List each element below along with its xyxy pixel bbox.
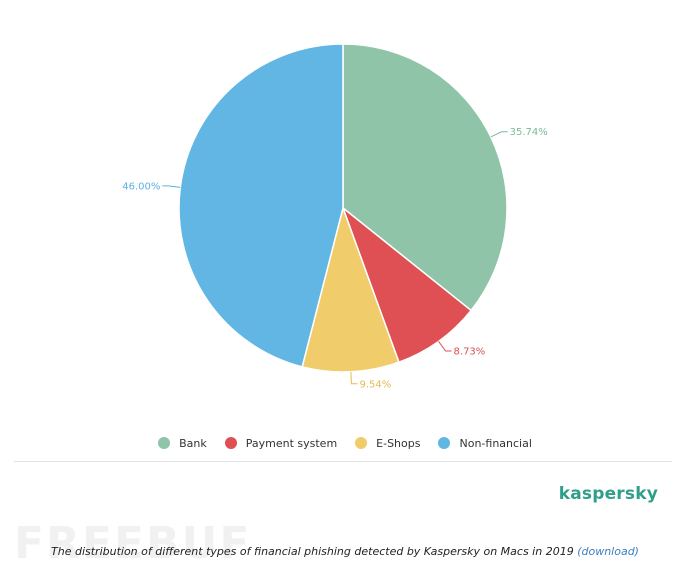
legend-swatch-e-shops [355, 437, 368, 449]
pie-slice-non-financial[interactable] [178, 43, 344, 368]
legend-item-payment-system[interactable]: Payment system [224, 436, 338, 450]
label-connector-e-shops [350, 371, 358, 385]
legend-item-non-financial[interactable]: Non-financial [438, 436, 532, 450]
pie-label-e-shops: 9.54% [359, 379, 391, 390]
download-link[interactable]: (download) [577, 545, 639, 558]
legend-swatch-non-financial [438, 437, 451, 449]
legend-item-bank[interactable]: Bank [158, 437, 207, 450]
pie-label-bank: 35.74% [510, 127, 548, 138]
legend: Bank Payment system E-Shops Non-financia… [0, 434, 690, 452]
label-connector-payment-system [438, 340, 452, 352]
pie-label-non-financial: 46.00% [122, 181, 160, 192]
legend-item-e-shops[interactable]: E-Shops [355, 437, 420, 450]
legend-swatch-payment-system [224, 437, 237, 449]
legend-label-payment-system: Payment system [245, 436, 338, 450]
pie-label-payment-system: 8.73% [454, 347, 486, 358]
label-connector-bank [490, 131, 508, 138]
chart-caption: The distribution of different types of f… [0, 545, 690, 558]
legend-swatch-bank [158, 437, 171, 449]
pie-chart: 35.74% 8.73% 9.54% 46.00% [122, 43, 548, 390]
pie-slice-bank[interactable] [342, 43, 508, 312]
label-connector-non-financial [162, 185, 181, 188]
legend-label-non-financial: Non-financial [459, 436, 532, 450]
watermark: FREEBUF [14, 518, 252, 569]
legend-label-e-shops: E-Shops [376, 436, 421, 450]
legend-label-bank: Bank [179, 436, 207, 450]
kaspersky-logo: kaspersky [558, 484, 658, 504]
divider [14, 461, 672, 462]
pie-slice-payment-system[interactable] [341, 205, 473, 364]
caption-text: The distribution of different types of f… [51, 545, 574, 558]
